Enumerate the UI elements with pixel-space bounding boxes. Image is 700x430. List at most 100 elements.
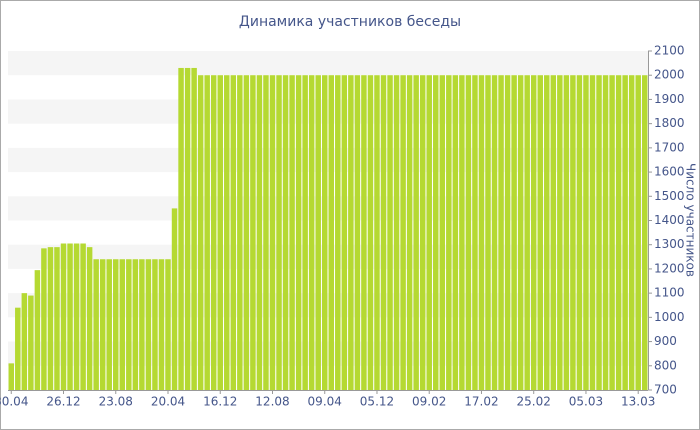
bar (158, 259, 165, 390)
bar (465, 75, 472, 390)
bar (596, 75, 602, 390)
bar (165, 259, 171, 390)
bar (152, 259, 158, 390)
bar (544, 75, 550, 390)
x-tick-label: 30.04 (0, 395, 28, 409)
bar (400, 75, 406, 390)
bar (139, 259, 145, 390)
bar (335, 75, 341, 390)
bar (380, 75, 387, 390)
bar (328, 75, 335, 390)
bar (393, 75, 400, 390)
bar (406, 75, 413, 390)
bar (550, 75, 557, 390)
bar (80, 243, 86, 390)
bar (204, 75, 210, 390)
x-tick-label: 25.02 (517, 395, 551, 409)
bar (413, 75, 419, 390)
bar (308, 75, 315, 390)
bar (557, 75, 563, 390)
bar (537, 75, 543, 390)
bar (321, 75, 328, 390)
bar (615, 75, 622, 390)
grid-band (8, 51, 648, 76)
y-tick-label: 2000 (654, 68, 685, 82)
y-tick-label: 1600 (654, 165, 685, 179)
bar (459, 75, 465, 390)
bar (191, 67, 197, 390)
bar (498, 75, 504, 390)
y-axis-label: Число участников (684, 163, 698, 277)
x-tick-label: 20.04 (151, 395, 185, 409)
x-tick-label: 09.02 (412, 395, 446, 409)
bar (224, 75, 230, 390)
bar (132, 259, 139, 390)
bar (197, 75, 204, 390)
bar (367, 75, 374, 390)
bar (113, 259, 119, 390)
bar (374, 75, 380, 390)
bar (34, 270, 41, 390)
bar (628, 75, 635, 390)
bar (73, 243, 80, 390)
bar (171, 208, 178, 390)
bar (609, 75, 615, 390)
bar (28, 295, 34, 390)
bar (504, 75, 511, 390)
bar (289, 75, 295, 390)
bar (21, 293, 28, 390)
bar (250, 75, 256, 390)
bar (635, 75, 641, 390)
bar (237, 75, 243, 390)
bar (263, 75, 269, 390)
x-tick-label: 05.12 (360, 395, 394, 409)
bar (452, 75, 459, 390)
bar (361, 75, 367, 390)
y-tick-label: 1300 (654, 237, 685, 251)
bar (295, 75, 302, 390)
bar (641, 75, 648, 390)
bar (485, 75, 491, 390)
bar (54, 247, 60, 390)
bar (282, 75, 289, 390)
bar (15, 307, 21, 390)
x-tick-label: 16.12 (203, 395, 237, 409)
x-tick-label: 17.02 (464, 395, 498, 409)
bar (341, 75, 348, 390)
bar (145, 259, 152, 390)
bar (60, 243, 67, 390)
bar (491, 75, 498, 390)
bar (119, 259, 126, 390)
bar (570, 75, 576, 390)
bar (184, 67, 191, 390)
y-tick-label: 900 (654, 334, 677, 348)
x-tick-label: 13.03 (621, 395, 655, 409)
bar (230, 75, 237, 390)
bar (269, 75, 276, 390)
y-tick-label: 700 (654, 383, 677, 397)
y-tick-label: 800 (654, 358, 677, 372)
bar (446, 75, 452, 390)
bar (387, 75, 393, 390)
bar (563, 75, 570, 390)
bar (472, 75, 478, 390)
bar (419, 75, 426, 390)
bar (439, 75, 446, 390)
bar (99, 259, 106, 390)
bar (41, 248, 47, 390)
bar (126, 259, 132, 390)
bar (589, 75, 596, 390)
bar (93, 259, 99, 390)
y-tick-label: 1000 (654, 310, 685, 324)
bar (47, 247, 54, 390)
bar (602, 75, 609, 390)
bar (354, 75, 361, 390)
bar (276, 75, 282, 390)
bar (302, 75, 308, 390)
bar (583, 75, 589, 390)
bar (517, 75, 524, 390)
x-tick-label: 05.03 (569, 395, 603, 409)
x-tick-label: 23.08 (99, 395, 133, 409)
